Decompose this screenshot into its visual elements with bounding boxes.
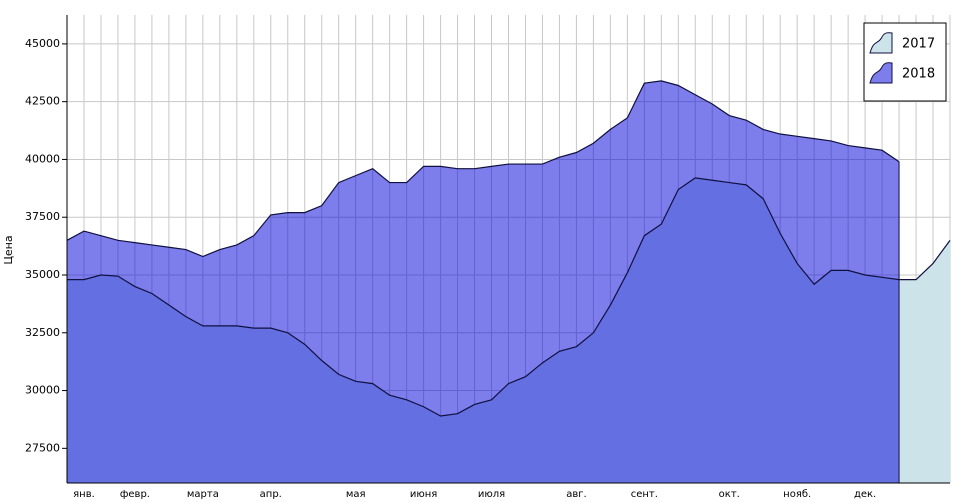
x-tick-label: янв. [73,489,95,500]
x-tick-label: сент. [631,489,658,500]
legend: 2017 2018 [863,22,947,102]
y-tick-label: 32500 [25,326,60,339]
x-tick-label: дек. [854,489,876,500]
y-tick-label: 42500 [25,95,60,108]
legend-icon [869,62,893,84]
y-tick-label: 35000 [25,268,60,281]
legend-label: 2017 [902,37,935,52]
legend-label: 2018 [902,67,935,82]
x-tick-label: июля [478,489,505,500]
y-tick-label: 37500 [25,210,60,223]
y-tick-label: 30000 [25,384,60,397]
y-tick-label: 27500 [25,441,60,454]
x-tick-label: апр. [260,489,282,500]
series-line [67,177,951,417]
x-tick-label: авг. [566,489,586,500]
x-tick-label: окт. [719,489,740,500]
x-tick-label: нояб. [783,489,811,500]
legend-box [863,22,947,102]
y-tick-label: 40000 [25,152,60,165]
series-line [66,80,900,258]
x-tick-label: марта [187,489,219,500]
x-tick-label: мая [346,489,366,500]
x-tick-label: июня [410,489,437,500]
x-tick-label: февр. [120,489,150,500]
y-tick-label: 45000 [25,37,60,50]
legend-icon [869,32,893,54]
y-axis-label: Цена [2,235,15,264]
